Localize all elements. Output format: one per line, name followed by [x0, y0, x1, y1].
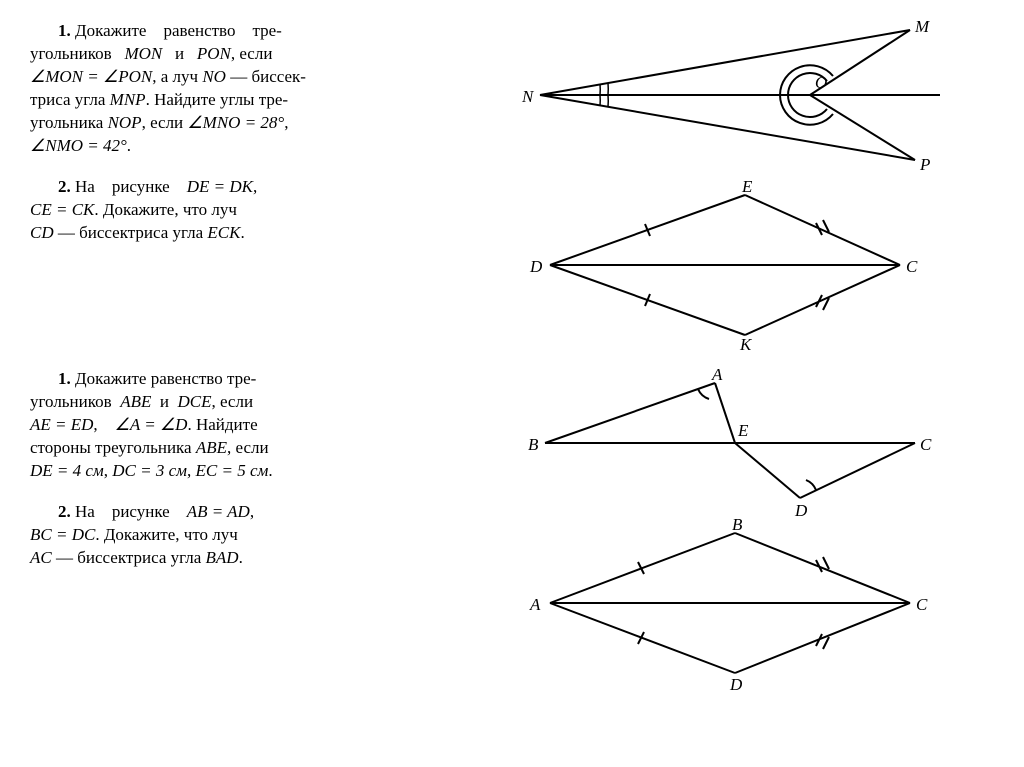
- w: ,: [93, 415, 97, 434]
- figure-4: A B C D: [520, 518, 950, 693]
- math: NOP: [108, 113, 142, 132]
- label-C: C: [920, 435, 932, 454]
- label-D: D: [529, 257, 543, 276]
- w: . Найдите углы тре-: [146, 90, 289, 109]
- label-M: M: [914, 20, 930, 36]
- row-1: 1. Докажите равенство тре- угольников MO…: [30, 20, 994, 350]
- label-P: P: [919, 155, 930, 174]
- w: угольников: [30, 44, 112, 63]
- label-N: N: [521, 87, 535, 106]
- label-E: E: [737, 421, 749, 440]
- num: 1.: [58, 21, 71, 40]
- label-A: A: [711, 368, 723, 384]
- w: стороны треугольника: [30, 438, 192, 457]
- w: ,: [187, 461, 191, 480]
- w: . Докажите, что луч: [94, 200, 237, 219]
- math: DE = 4 см: [30, 461, 104, 480]
- label-C: C: [916, 595, 928, 614]
- figure-3: A B E C D: [520, 368, 950, 518]
- w: .: [127, 136, 131, 155]
- label-B: B: [732, 518, 743, 534]
- w: На: [75, 177, 95, 196]
- math: MNP: [110, 90, 146, 109]
- w: — биссек-: [230, 67, 306, 86]
- problem-3: 1. Докажите равенство тре- угольников AB…: [30, 368, 500, 483]
- math: NO: [202, 67, 226, 86]
- w: На: [75, 502, 95, 521]
- w: .: [240, 223, 244, 242]
- math: ∠NMO = 42°: [30, 136, 127, 155]
- label-E: E: [741, 180, 753, 196]
- label-D: D: [729, 675, 743, 693]
- w: Докажите: [75, 21, 146, 40]
- label-K: K: [739, 335, 753, 350]
- math: BC = DC: [30, 525, 95, 544]
- math: AC: [30, 548, 52, 567]
- math: CE = CK: [30, 200, 94, 219]
- math: PON: [197, 44, 231, 63]
- w: , если: [231, 44, 273, 63]
- math: CD: [30, 223, 54, 242]
- math: ABE: [120, 392, 151, 411]
- label-B: B: [528, 435, 539, 454]
- w: , если: [227, 438, 269, 457]
- w: , если: [142, 113, 184, 132]
- label-C: C: [906, 257, 918, 276]
- problem-4: 2. На рисунке AB = AD, BC = DC. Докажите…: [30, 501, 500, 570]
- text-block-1: 1. Докажите равенство тре- угольников MO…: [30, 20, 520, 262]
- label-A: A: [529, 595, 541, 614]
- math: ∠A = ∠D: [115, 415, 188, 434]
- num: 1.: [58, 369, 71, 388]
- w: — биссектриса угла: [58, 223, 203, 242]
- w: и: [160, 392, 169, 411]
- math: DCE: [177, 392, 211, 411]
- math: BAD: [206, 548, 239, 567]
- problem-2: 2. На рисунке DE = DK, CE = CK. Докажите…: [30, 176, 500, 245]
- figure-1: M N O P: [520, 20, 950, 180]
- math: ∠MON = ∠PON: [30, 67, 152, 86]
- w: . Найдите: [187, 415, 257, 434]
- math: MON: [124, 44, 162, 63]
- math: ∠MNO = 28°: [187, 113, 284, 132]
- w: Докажите равенство тре-: [75, 369, 256, 388]
- problem-1: 1. Докажите равенство тре- угольников MO…: [30, 20, 500, 158]
- row-2: 1. Докажите равенство тре- угольников AB…: [30, 368, 994, 693]
- num: 2.: [58, 177, 71, 196]
- math: DC = 3 см: [112, 461, 187, 480]
- w: .: [239, 548, 243, 567]
- w: ,: [104, 461, 108, 480]
- w: рисунке: [112, 177, 170, 196]
- w: , а луч: [152, 67, 198, 86]
- math: AE = ED: [30, 415, 93, 434]
- label-D: D: [794, 501, 808, 518]
- w: — биссектриса угла: [56, 548, 201, 567]
- num: 2.: [58, 502, 71, 521]
- w: тре-: [252, 21, 281, 40]
- w: ,: [253, 177, 257, 196]
- math: ECK: [207, 223, 240, 242]
- w: .: [268, 461, 272, 480]
- w: угольника: [30, 113, 103, 132]
- w: триса угла: [30, 90, 105, 109]
- figure-block-2: A B E C D: [520, 368, 970, 693]
- w: угольников: [30, 392, 112, 411]
- w: рисунке: [112, 502, 170, 521]
- w: и: [175, 44, 184, 63]
- w: , если: [211, 392, 253, 411]
- text-block-2: 1. Докажите равенство тре- угольников AB…: [30, 368, 520, 588]
- figure-2: D E C K: [520, 180, 950, 350]
- label-O: O: [815, 73, 827, 92]
- math: ABE: [196, 438, 227, 457]
- math: EC = 5 см: [196, 461, 269, 480]
- w: . Докажите, что луч: [95, 525, 238, 544]
- w: равенство: [163, 21, 235, 40]
- w: ,: [284, 113, 288, 132]
- math: DE = DK: [187, 177, 253, 196]
- w: ,: [250, 502, 254, 521]
- math: AB = AD: [187, 502, 250, 521]
- figure-block-1: M N O P D: [520, 20, 970, 350]
